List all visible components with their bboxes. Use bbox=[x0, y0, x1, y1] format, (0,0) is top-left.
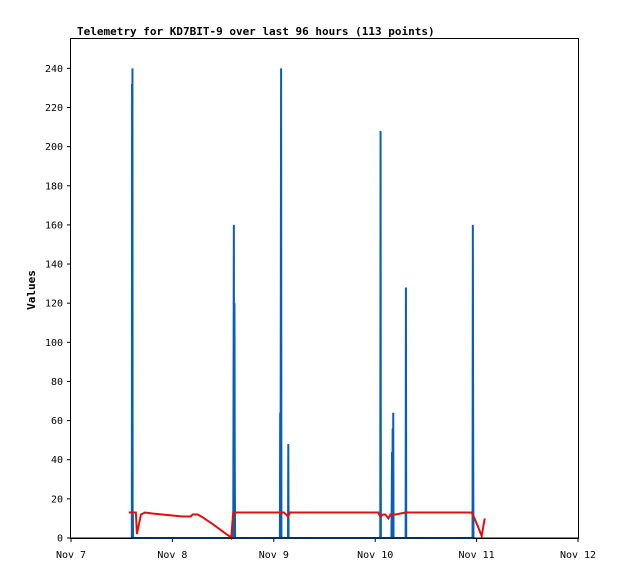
y-tick-label: 140 bbox=[45, 260, 63, 271]
x-tick-label: Nov 10 bbox=[357, 550, 393, 561]
y-tick-label: 180 bbox=[45, 181, 63, 192]
y-tick-label: 220 bbox=[45, 103, 63, 114]
x-tick-label: Nov 7 bbox=[56, 550, 86, 561]
x-tick-label: Nov 8 bbox=[157, 550, 187, 561]
series-layer bbox=[71, 68, 578, 541]
y-axis-ticks: 0 20 40 60 80 100 120 140 160 180 200 220 240 bbox=[45, 64, 71, 545]
y-tick-label: 40 bbox=[51, 455, 63, 466]
y-tick-label: 80 bbox=[51, 377, 63, 388]
y-tick-label: 60 bbox=[51, 416, 63, 427]
y-axis-label: Values bbox=[25, 270, 38, 310]
y-tick-label: 120 bbox=[45, 299, 63, 310]
x-axis-ticks: Nov 7 Nov 8 Nov 9 Nov 10 Nov 11 Nov 12 bbox=[56, 538, 596, 561]
y-tick-label: 20 bbox=[51, 494, 63, 505]
y-tick-label: 100 bbox=[45, 338, 63, 349]
series-line-1 bbox=[128, 511, 486, 541]
x-tick-label: Nov 11 bbox=[459, 550, 495, 561]
chart-title: Telemetry for KD7BIT-9 over last 96 hour… bbox=[77, 25, 435, 38]
plot-area-frame bbox=[70, 38, 579, 539]
y-tick-label: 160 bbox=[45, 220, 63, 231]
y-tick-label: 200 bbox=[45, 142, 63, 153]
series-line-0 bbox=[130, 68, 475, 539]
x-tick-label: Nov 9 bbox=[259, 550, 289, 561]
y-tick-label: 0 bbox=[57, 534, 63, 545]
x-tick-label: Nov 12 bbox=[560, 550, 596, 561]
y-tick-label: 240 bbox=[45, 64, 63, 75]
